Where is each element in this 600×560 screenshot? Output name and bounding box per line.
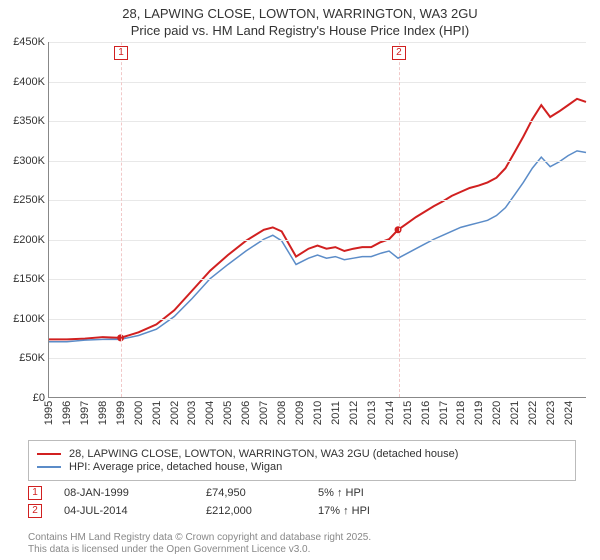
- legend-label: 28, LAPWING CLOSE, LOWTON, WARRINGTON, W…: [69, 448, 458, 460]
- legend-swatch: [37, 466, 61, 468]
- legend-label: HPI: Average price, detached house, Wiga…: [69, 461, 282, 473]
- x-axis-label: 1996: [61, 401, 73, 425]
- footer-line-1: Contains HM Land Registry data © Crown c…: [28, 532, 371, 544]
- x-axis-label: 2001: [151, 401, 163, 425]
- x-axis-label: 2009: [294, 401, 306, 425]
- price-point-number: 1: [28, 486, 42, 500]
- price-point-date: 08-JAN-1999: [64, 487, 184, 499]
- y-axis-label: £400K: [3, 76, 45, 88]
- x-axis-label: 2008: [276, 401, 288, 425]
- legend-row: 28, LAPWING CLOSE, LOWTON, WARRINGTON, W…: [37, 448, 567, 460]
- y-axis-label: £150K: [3, 273, 45, 285]
- x-axis-label: 2000: [133, 401, 145, 425]
- x-axis-label: 2010: [312, 401, 324, 425]
- title-line-1: 28, LAPWING CLOSE, LOWTON, WARRINGTON, W…: [8, 6, 592, 23]
- x-axis-label: 2018: [455, 401, 467, 425]
- x-axis-label: 2013: [366, 401, 378, 425]
- x-axis-label: 2012: [348, 401, 360, 425]
- x-axis-label: 1995: [43, 401, 55, 425]
- x-axis-label: 2006: [240, 401, 252, 425]
- y-axis-label: £300K: [3, 155, 45, 167]
- price-point-price: £212,000: [206, 505, 296, 517]
- x-axis-label: 2021: [509, 401, 521, 425]
- x-axis-label: 2019: [473, 401, 485, 425]
- x-axis-label: 2016: [420, 401, 432, 425]
- x-axis-label: 2022: [527, 401, 539, 425]
- legend-row: HPI: Average price, detached house, Wiga…: [37, 461, 567, 473]
- x-axis-label: 2024: [563, 401, 575, 425]
- x-axis-label: 1997: [79, 401, 91, 425]
- chart-title: 28, LAPWING CLOSE, LOWTON, WARRINGTON, W…: [0, 0, 600, 42]
- title-line-2: Price paid vs. HM Land Registry's House …: [8, 23, 592, 40]
- y-axis-label: £100K: [3, 313, 45, 325]
- legend: 28, LAPWING CLOSE, LOWTON, WARRINGTON, W…: [28, 440, 576, 481]
- y-axis-label: £350K: [3, 115, 45, 127]
- legend-swatch: [37, 453, 61, 455]
- x-axis-label: 2014: [384, 401, 396, 425]
- x-axis-label: 2005: [222, 401, 234, 425]
- y-axis-label: £450K: [3, 36, 45, 48]
- x-axis-label: 2007: [258, 401, 270, 425]
- chart: £0£50K£100K£150K£200K£250K£300K£350K£400…: [48, 42, 586, 398]
- price-point-date: 04-JUL-2014: [64, 505, 184, 517]
- y-axis-label: £250K: [3, 194, 45, 206]
- price-marker: 1: [114, 46, 128, 60]
- price-point-pct: 5% ↑ HPI: [318, 487, 364, 499]
- plot-area: £0£50K£100K£150K£200K£250K£300K£350K£400…: [48, 42, 586, 398]
- price-point-row: 2 04-JUL-2014 £212,000 17% ↑ HPI: [28, 504, 576, 518]
- attribution-footer: Contains HM Land Registry data © Crown c…: [28, 532, 371, 556]
- price-point-number: 2: [28, 504, 42, 518]
- x-axis-label: 1999: [115, 401, 127, 425]
- x-axis-label: 2004: [204, 401, 216, 425]
- price-point-row: 1 08-JAN-1999 £74,950 5% ↑ HPI: [28, 486, 576, 500]
- x-axis-label: 2011: [330, 401, 342, 425]
- line-chart-svg: [49, 42, 586, 397]
- x-axis-label: 2020: [491, 401, 503, 425]
- footer-line-2: This data is licensed under the Open Gov…: [28, 544, 371, 556]
- x-axis-label: 2023: [545, 401, 557, 425]
- y-axis-label: £0: [3, 392, 45, 404]
- x-axis-label: 2017: [438, 401, 450, 425]
- x-axis-label: 2002: [169, 401, 181, 425]
- price-point-price: £74,950: [206, 487, 296, 499]
- x-axis-label: 2003: [186, 401, 198, 425]
- price-marker: 2: [392, 46, 406, 60]
- x-axis-label: 1998: [97, 401, 109, 425]
- series-line: [49, 99, 586, 340]
- price-point-pct: 17% ↑ HPI: [318, 505, 370, 517]
- x-axis-label: 2015: [402, 401, 414, 425]
- y-axis-label: £50K: [3, 352, 45, 364]
- y-axis-label: £200K: [3, 234, 45, 246]
- price-points-table: 1 08-JAN-1999 £74,950 5% ↑ HPI 2 04-JUL-2014 £…: [28, 482, 576, 522]
